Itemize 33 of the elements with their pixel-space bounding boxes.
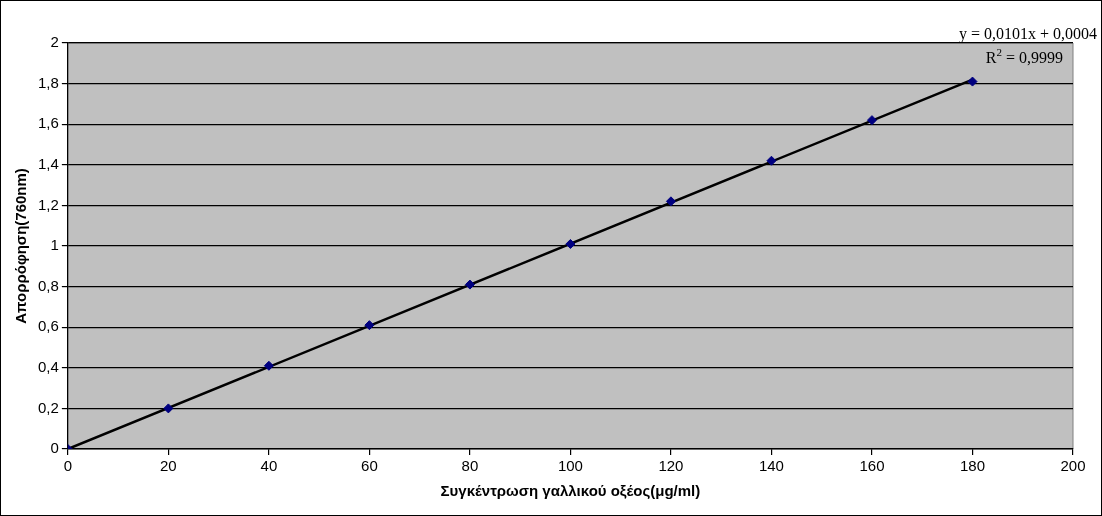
y-tick-label: 0 [50, 439, 59, 457]
point [464, 279, 475, 290]
point [766, 155, 777, 166]
y-tick-label: 2 [50, 33, 59, 51]
y-tick-label: 1 [50, 236, 59, 254]
point [364, 320, 375, 331]
x-tick-label: 40 [260, 457, 278, 475]
point [866, 115, 877, 126]
x-tick-label: 0 [63, 457, 73, 475]
point [263, 360, 274, 371]
x-tick-label: 20 [160, 457, 177, 475]
x-tick-label: 140 [758, 457, 784, 475]
x-tick-label: 100 [557, 457, 583, 475]
y-axis-title: Απορρόφηση(760nm) [12, 168, 30, 324]
y-tick-label: 0,8 [37, 276, 59, 294]
x-tick-label: 160 [859, 457, 885, 475]
point [565, 238, 576, 249]
y-tick-label: 0,2 [37, 398, 59, 416]
y-tick-label: 1,8 [37, 73, 59, 91]
x-tick-label: 60 [361, 457, 378, 475]
x-tick-label: 80 [461, 457, 479, 475]
y-tick-label: 1,2 [37, 195, 59, 213]
x-axis-title: Συγκέντρωση γαλλικού οξέος(μg/ml) [440, 482, 701, 500]
point [163, 403, 174, 414]
x-tick-label: 200 [1060, 457, 1086, 475]
point [967, 76, 978, 87]
y-tick-label: 1,6 [37, 114, 59, 132]
y-tick-label: 0,4 [37, 357, 59, 375]
x-tick-label: 120 [658, 457, 684, 475]
y-tick-label: 1,4 [37, 154, 59, 172]
point [665, 196, 676, 207]
y-tick-label: 0,6 [37, 317, 59, 335]
x-tick-label: 180 [959, 457, 985, 475]
